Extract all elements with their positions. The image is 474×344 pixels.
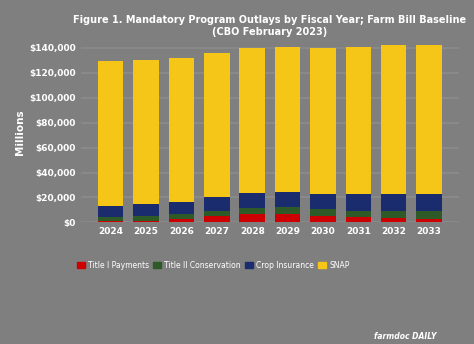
Y-axis label: Millions: Millions xyxy=(15,109,25,155)
Bar xyxy=(275,47,301,192)
Bar xyxy=(133,216,159,221)
Bar xyxy=(169,214,194,219)
Bar xyxy=(346,217,371,222)
Bar xyxy=(169,202,194,214)
Bar xyxy=(310,216,336,222)
Bar xyxy=(381,218,406,222)
Bar xyxy=(275,192,301,207)
Legend: Title I Payments, Title II Conservation, Crop Insurance, SNAP: Title I Payments, Title II Conservation,… xyxy=(74,258,353,273)
Bar xyxy=(169,58,194,202)
Title: Figure 1. Mandatory Program Outlays by Fiscal Year; Farm Bill Baseline
(CBO Febr: Figure 1. Mandatory Program Outlays by F… xyxy=(73,15,466,36)
Bar xyxy=(239,208,265,214)
Bar xyxy=(275,207,301,214)
Bar xyxy=(133,221,159,222)
Bar xyxy=(98,217,123,221)
Bar xyxy=(310,194,336,209)
Bar xyxy=(381,211,406,218)
Bar xyxy=(133,60,159,204)
Bar xyxy=(381,194,406,211)
Bar xyxy=(346,194,371,211)
Text: farmdoc DAILY: farmdoc DAILY xyxy=(374,332,436,341)
Bar xyxy=(310,48,336,194)
Bar xyxy=(416,194,442,211)
Bar xyxy=(133,204,159,216)
Bar xyxy=(98,61,123,206)
Bar xyxy=(416,211,442,219)
Bar xyxy=(346,211,371,217)
Bar xyxy=(239,193,265,208)
Bar xyxy=(239,49,265,193)
Bar xyxy=(98,206,123,217)
Bar xyxy=(346,47,371,194)
Bar xyxy=(381,45,406,194)
Bar xyxy=(275,214,301,222)
Bar xyxy=(98,221,123,222)
Bar xyxy=(416,45,442,194)
Bar xyxy=(204,197,229,211)
Bar xyxy=(416,219,442,222)
Bar xyxy=(204,53,229,197)
Bar xyxy=(204,211,229,216)
Bar xyxy=(169,219,194,222)
Bar xyxy=(204,216,229,222)
Bar xyxy=(310,209,336,216)
Bar xyxy=(239,214,265,222)
